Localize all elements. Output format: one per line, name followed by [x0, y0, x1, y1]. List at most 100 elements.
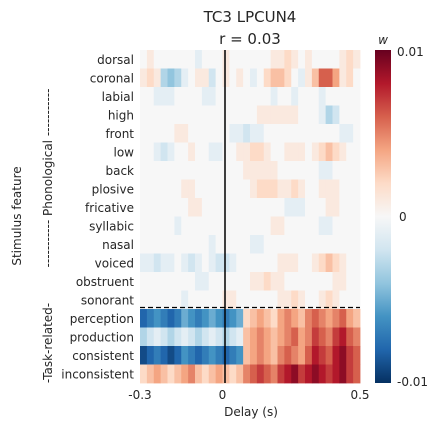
heatmap-cell — [311, 198, 320, 217]
heatmap-cell — [236, 124, 244, 143]
heatmap-cell — [332, 87, 340, 106]
heatmap-cell — [263, 87, 272, 106]
heatmap-cell — [208, 198, 217, 217]
heatmap-cell — [277, 327, 285, 347]
heatmap-cell — [291, 235, 299, 254]
heatmap-cell — [140, 179, 148, 199]
heatmap-cell — [270, 235, 278, 254]
heatmap-cell — [208, 105, 217, 125]
heatmap-cell — [305, 161, 313, 180]
heatmap-cell — [146, 179, 155, 199]
x-axis-label: Delay (s) — [224, 405, 278, 419]
heatmap-cell — [346, 142, 354, 162]
heatmap-cell — [174, 235, 182, 254]
heatmap-cell — [208, 216, 217, 236]
heatmap-cell — [263, 364, 272, 384]
heatmap-cell — [332, 346, 340, 365]
heatmap-cell — [284, 142, 292, 162]
heatmap-cell — [250, 364, 258, 384]
heatmap-cell — [181, 198, 189, 217]
heatmap-cell — [153, 161, 162, 180]
heatmap-cell — [277, 235, 285, 254]
heatmap-cell — [298, 161, 306, 180]
heatmap-cell — [140, 327, 148, 347]
heatmap-cell — [215, 161, 223, 180]
heatmap-cell — [325, 272, 333, 291]
heatmap-cell — [311, 68, 320, 88]
heatmap-cell — [270, 161, 278, 180]
heatmap-cell — [236, 68, 244, 88]
heatmap-cell — [256, 309, 265, 328]
heatmap-cell — [277, 142, 285, 162]
heatmap-cell — [318, 142, 327, 162]
heatmap-cell — [325, 142, 333, 162]
heatmap-cell — [236, 346, 244, 365]
heatmap-cell — [222, 346, 230, 365]
row-label-sonorant: sonorant — [81, 293, 134, 307]
heatmap-cell — [195, 179, 203, 199]
heatmap-cell — [181, 235, 189, 254]
chart-title: TC3 LPCUN4 — [203, 8, 297, 26]
heatmap-cell — [305, 198, 313, 217]
heatmap-cell — [298, 290, 306, 310]
heatmap-cell — [250, 179, 258, 199]
heatmap-cell — [160, 142, 168, 162]
heatmap-cell — [181, 309, 189, 328]
heatmap-cell — [208, 364, 217, 384]
heatmap-cell — [236, 161, 244, 180]
heatmap-cell — [263, 253, 272, 273]
heatmap-cell — [208, 179, 217, 199]
heatmap-cell — [222, 179, 230, 199]
heatmap-cell — [201, 272, 210, 291]
heatmap-cell — [243, 346, 251, 365]
heatmap-cell — [263, 216, 272, 236]
heatmap-cell — [339, 364, 347, 384]
heatmap-cell — [353, 253, 361, 273]
heatmap-cell — [188, 235, 196, 254]
heatmap-cell — [256, 364, 265, 384]
heatmap-cell — [174, 179, 182, 199]
heatmap-cell — [222, 105, 230, 125]
heatmap-cell — [250, 346, 258, 365]
heatmap-cell — [174, 142, 182, 162]
heatmap-cell — [153, 272, 162, 291]
heatmap-cell — [188, 272, 196, 291]
heatmap-cell — [215, 87, 223, 106]
heatmap-cell — [346, 161, 354, 180]
heatmap-cell — [236, 105, 244, 125]
heatmap-cell — [291, 105, 299, 125]
heatmap-cell — [243, 87, 251, 106]
heatmap-cell — [236, 364, 244, 384]
heatmap-cell — [298, 346, 306, 365]
heatmap-cell — [263, 198, 272, 217]
heatmap-cell — [215, 124, 223, 143]
heatmap-cell — [250, 50, 258, 69]
heatmap-cell — [277, 161, 285, 180]
heatmap-cell — [153, 198, 162, 217]
heatmap-cell — [305, 105, 313, 125]
heatmap-cell — [305, 309, 313, 328]
heatmap-cell — [291, 216, 299, 236]
heatmap-cell — [153, 216, 162, 236]
heatmap-cell — [318, 364, 327, 384]
heatmap-cell — [339, 290, 347, 310]
heatmap-cell — [325, 216, 333, 236]
heatmap-cell — [229, 87, 237, 106]
heatmap-cell — [174, 327, 182, 347]
heatmap-cell — [167, 327, 175, 347]
heatmap-cell — [339, 161, 347, 180]
heatmap-cell — [298, 364, 306, 384]
heatmap-cell — [325, 198, 333, 217]
heatmap-cell — [284, 68, 292, 88]
heatmap-cell — [236, 235, 244, 254]
heatmap-cell — [332, 68, 340, 88]
heatmap-cell — [215, 68, 223, 88]
heatmap-cell — [256, 272, 265, 291]
heatmap-cell — [339, 105, 347, 125]
heatmap-cell — [250, 235, 258, 254]
heatmap-cell — [153, 142, 162, 162]
heatmap-cell — [298, 124, 306, 143]
heatmap-cell — [277, 124, 285, 143]
heatmap-cell — [195, 309, 203, 328]
heatmap-cell — [160, 253, 168, 273]
